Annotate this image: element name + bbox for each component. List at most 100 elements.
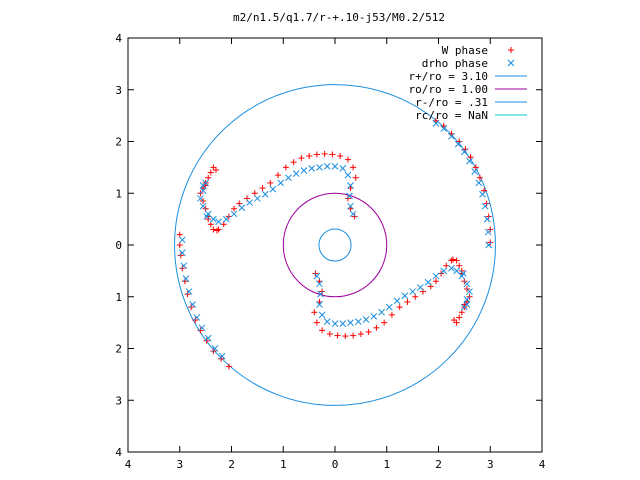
data-point: [354, 318, 362, 325]
data-point: [485, 213, 492, 220]
marker-stroke: [238, 204, 246, 212]
data-point: [285, 174, 292, 182]
data-point: [458, 267, 465, 274]
data-point: [214, 227, 221, 234]
data-point: [485, 241, 493, 249]
legend-label: ro/ro = 1.00: [409, 83, 488, 96]
legend-label: r-/ro = .31: [415, 96, 488, 109]
data-point: [231, 205, 238, 212]
data-point: [197, 195, 204, 202]
marker-stroke: [346, 192, 353, 200]
marker-stroke: [463, 295, 471, 303]
data-point: [352, 174, 359, 181]
data-point: [456, 314, 463, 321]
data-point: [178, 249, 186, 257]
data-point: [432, 272, 440, 280]
marker-stroke: [485, 241, 493, 249]
data-point: [483, 200, 490, 207]
marker-stroke: [313, 272, 321, 280]
marker-stroke: [211, 345, 219, 352]
marker-stroke: [466, 288, 473, 295]
marker-stroke: [378, 308, 385, 316]
marker-stroke: [317, 290, 324, 298]
data-point: [483, 215, 491, 223]
data-point: [396, 304, 403, 311]
data-point: [326, 331, 333, 338]
data-point: [215, 226, 222, 233]
data-point: [339, 320, 347, 328]
data-point: [487, 239, 494, 246]
marker-stroke: [440, 125, 448, 132]
data-point: [331, 320, 339, 328]
marker-stroke: [269, 185, 277, 193]
marker-stroke: [432, 120, 440, 127]
data-point: [453, 319, 460, 326]
marker-stroke: [316, 280, 323, 288]
data-point: [205, 216, 212, 223]
data-point: [453, 267, 460, 275]
data-point: [269, 185, 277, 193]
data-point: [349, 210, 357, 218]
data-point: [466, 157, 473, 165]
data-point: [409, 288, 416, 295]
marker-stroke: [471, 168, 479, 175]
data-point: [290, 159, 297, 166]
marker-stroke: [198, 324, 206, 332]
data-point: [432, 120, 440, 127]
marker-stroke: [308, 165, 316, 172]
data-point: [246, 199, 253, 206]
data-point: [282, 164, 289, 171]
data-point: [210, 164, 217, 171]
data-point: [344, 156, 351, 163]
y-tick-label: 3: [115, 84, 122, 97]
data-point: [463, 301, 471, 308]
marker-stroke: [461, 148, 468, 156]
data-point: [230, 210, 238, 218]
x-tick-label: 2: [435, 458, 442, 471]
data-point: [347, 202, 354, 210]
marker-stroke: [393, 297, 401, 305]
legend-swatch: [507, 59, 515, 67]
marker-stroke: [417, 284, 424, 291]
marker-stroke: [178, 236, 186, 244]
data-point: [321, 150, 328, 157]
data-point: [381, 319, 388, 326]
data-point: [306, 152, 313, 159]
y-tick-label: 1: [115, 187, 122, 200]
marker-stroke: [254, 195, 261, 202]
data-point: [378, 308, 385, 316]
data-point: [308, 165, 316, 172]
data-point: [351, 213, 358, 220]
data-point: [312, 270, 319, 277]
data-point: [471, 168, 479, 175]
data-point: [329, 151, 336, 158]
data-point: [463, 280, 471, 288]
data-point: [210, 215, 217, 223]
marker-stroke: [203, 213, 211, 220]
marker-stroke: [401, 292, 409, 300]
data-point: [337, 152, 344, 159]
data-point: [316, 301, 323, 308]
data-point: [350, 332, 357, 339]
legend-label: W phase: [442, 44, 488, 57]
y-tick-label: 2: [115, 136, 122, 149]
marker-stroke: [318, 311, 326, 319]
data-point: [177, 252, 184, 259]
data-points: [176, 117, 494, 370]
marker-stroke: [182, 275, 190, 282]
legend-swatch: [508, 47, 514, 53]
data-point: [448, 264, 455, 272]
marker-stroke: [178, 249, 186, 257]
data-point: [401, 292, 409, 300]
data-point: [192, 317, 199, 324]
x-tick-label: 0: [332, 458, 339, 471]
marker-stroke: [344, 171, 352, 179]
data-point: [479, 190, 486, 198]
marker-stroke: [193, 314, 201, 321]
data-point: [238, 204, 246, 212]
data-point: [404, 298, 411, 305]
x-tick-label: 1: [280, 458, 287, 471]
x-tick-label: 3: [176, 458, 183, 471]
data-point: [440, 267, 448, 275]
data-point: [472, 164, 479, 171]
